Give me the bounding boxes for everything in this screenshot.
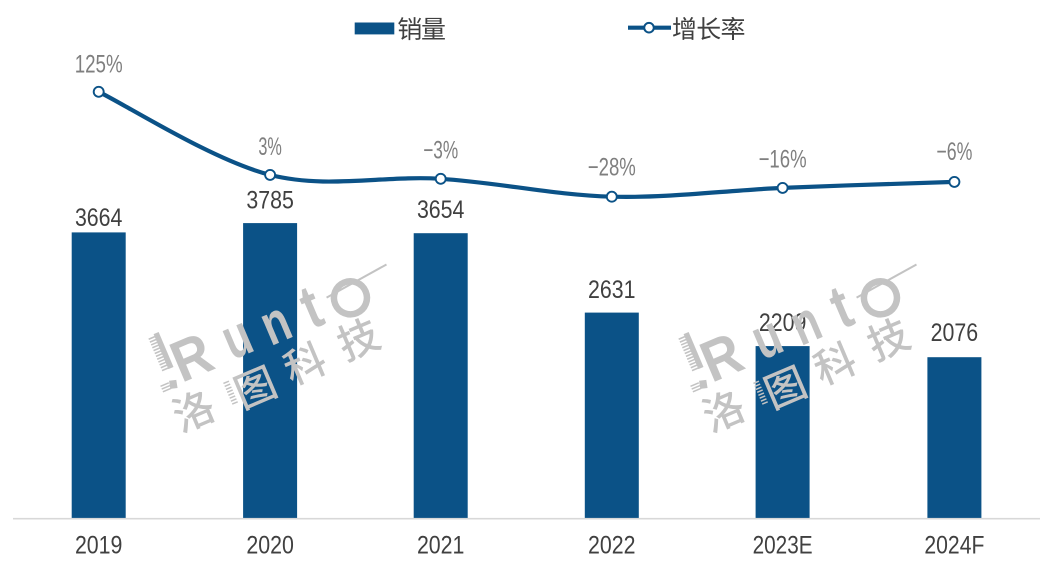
svg-text:−16%: −16% bbox=[759, 145, 807, 173]
svg-text:2076: 2076 bbox=[931, 319, 979, 347]
svg-text:2024F: 2024F bbox=[924, 532, 984, 560]
svg-text:2019: 2019 bbox=[75, 532, 123, 560]
svg-text:2020: 2020 bbox=[246, 532, 294, 560]
svg-text:2021: 2021 bbox=[417, 532, 465, 560]
svg-text:−3%: −3% bbox=[423, 137, 458, 165]
svg-text:2631: 2631 bbox=[588, 276, 636, 304]
svg-text:3654: 3654 bbox=[417, 196, 465, 224]
svg-text:3%: 3% bbox=[258, 133, 282, 161]
svg-text:2022: 2022 bbox=[588, 532, 636, 560]
svg-text:−28%: −28% bbox=[588, 154, 636, 182]
svg-text:125%: 125% bbox=[75, 50, 123, 78]
svg-text:3785: 3785 bbox=[246, 186, 294, 214]
svg-text:2023E: 2023E bbox=[753, 532, 813, 560]
svg-text:3664: 3664 bbox=[75, 204, 123, 232]
svg-text:−6%: −6% bbox=[936, 138, 972, 166]
